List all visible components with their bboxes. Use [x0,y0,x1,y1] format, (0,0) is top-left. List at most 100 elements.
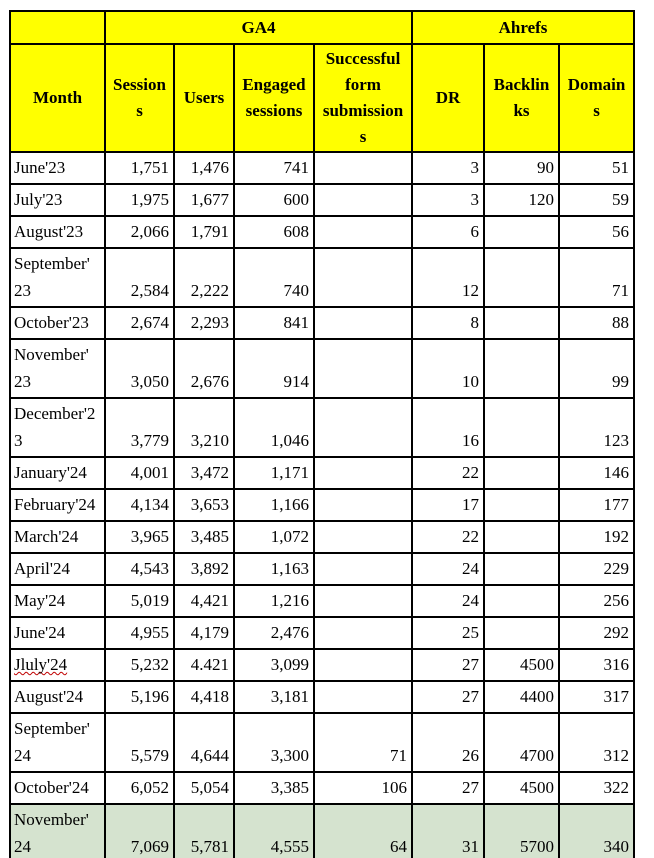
header-spacer-cell[interactable] [9,10,106,45]
cell-domains[interactable]: 292 [558,616,635,650]
cell-sessions[interactable]: 5,232 [104,648,175,682]
cell-domains[interactable]: 177 [558,488,635,522]
cell-engaged[interactable]: 740 [233,247,315,308]
cell-sessions[interactable]: 1,751 [104,151,175,185]
cell-domains[interactable]: 192 [558,520,635,554]
cell-forms[interactable] [313,616,413,650]
cell-domains[interactable]: 312 [558,712,635,773]
cell-forms[interactable] [313,648,413,682]
cell-users[interactable]: 3,210 [173,397,235,458]
cell-forms[interactable] [313,247,413,308]
cell-dr[interactable]: 3 [411,183,485,217]
cell-users[interactable]: 3,653 [173,488,235,522]
cell-month[interactable]: August'24 [9,680,106,714]
col-header-backlinks[interactable]: Backlin ks [483,43,560,153]
cell-forms[interactable] [313,183,413,217]
cell-users[interactable]: 4.421 [173,648,235,682]
cell-month[interactable]: December'2 3 [9,397,106,458]
cell-sessions[interactable]: 5,579 [104,712,175,773]
cell-month[interactable]: September' 23 [9,247,106,308]
cell-domains[interactable]: 256 [558,584,635,618]
cell-engaged[interactable]: 2,476 [233,616,315,650]
cell-domains[interactable]: 317 [558,680,635,714]
cell-domains[interactable]: 71 [558,247,635,308]
cell-engaged[interactable]: 914 [233,338,315,399]
cell-engaged[interactable]: 1,046 [233,397,315,458]
cell-backlinks[interactable]: 5700 [483,803,560,858]
cell-month[interactable]: April'24 [9,552,106,586]
cell-dr[interactable]: 8 [411,306,485,340]
cell-sessions[interactable]: 4,001 [104,456,175,490]
cell-forms[interactable] [313,680,413,714]
cell-backlinks[interactable]: 4500 [483,771,560,805]
cell-users[interactable]: 2,676 [173,338,235,399]
cell-engaged[interactable]: 608 [233,215,315,249]
cell-users[interactable]: 1,476 [173,151,235,185]
cell-sessions[interactable]: 2,674 [104,306,175,340]
cell-dr[interactable]: 3 [411,151,485,185]
cell-engaged[interactable]: 600 [233,183,315,217]
cell-domains[interactable]: 229 [558,552,635,586]
cell-forms[interactable] [313,215,413,249]
cell-domains[interactable]: 316 [558,648,635,682]
col-header-sessions[interactable]: Session s [104,43,175,153]
cell-dr[interactable]: 6 [411,215,485,249]
cell-domains[interactable]: 88 [558,306,635,340]
cell-domains[interactable]: 99 [558,338,635,399]
cell-forms[interactable] [313,306,413,340]
cell-sessions[interactable]: 2,584 [104,247,175,308]
cell-sessions[interactable]: 3,050 [104,338,175,399]
cell-forms[interactable] [313,338,413,399]
cell-month[interactable]: October'24 [9,771,106,805]
cell-sessions[interactable]: 3,965 [104,520,175,554]
cell-backlinks[interactable] [483,338,560,399]
cell-month[interactable]: June'23 [9,151,106,185]
cell-month[interactable]: March'24 [9,520,106,554]
cell-dr[interactable]: 27 [411,771,485,805]
cell-engaged[interactable]: 3,099 [233,648,315,682]
header-group-ga4[interactable]: GA4 [104,10,413,45]
cell-month[interactable]: October'23 [9,306,106,340]
cell-backlinks[interactable] [483,215,560,249]
cell-users[interactable]: 5,781 [173,803,235,858]
cell-users[interactable]: 3,472 [173,456,235,490]
cell-sessions[interactable]: 5,196 [104,680,175,714]
cell-dr[interactable]: 17 [411,488,485,522]
header-group-ahrefs[interactable]: Ahrefs [411,10,635,45]
cell-dr[interactable]: 27 [411,680,485,714]
cell-backlinks[interactable] [483,247,560,308]
cell-backlinks[interactable] [483,456,560,490]
cell-forms[interactable] [313,397,413,458]
cell-month[interactable]: June'24 [9,616,106,650]
cell-forms[interactable]: 106 [313,771,413,805]
cell-dr[interactable]: 31 [411,803,485,858]
cell-forms[interactable] [313,151,413,185]
cell-users[interactable]: 4,644 [173,712,235,773]
cell-engaged[interactable]: 1,072 [233,520,315,554]
cell-users[interactable]: 4,179 [173,616,235,650]
cell-dr[interactable]: 24 [411,584,485,618]
col-header-forms[interactable]: Successful form submission s [313,43,413,153]
col-header-engaged[interactable]: Engaged sessions [233,43,315,153]
cell-users[interactable]: 2,293 [173,306,235,340]
cell-month[interactable]: January'24 [9,456,106,490]
cell-dr[interactable]: 26 [411,712,485,773]
cell-month[interactable]: November' 23 [9,338,106,399]
cell-backlinks[interactable] [483,552,560,586]
cell-month[interactable]: September' 24 [9,712,106,773]
cell-users[interactable]: 1,677 [173,183,235,217]
cell-engaged[interactable]: 1,166 [233,488,315,522]
cell-sessions[interactable]: 6,052 [104,771,175,805]
cell-forms[interactable]: 71 [313,712,413,773]
cell-backlinks[interactable]: 4400 [483,680,560,714]
cell-backlinks[interactable]: 120 [483,183,560,217]
cell-forms[interactable]: 64 [313,803,413,858]
cell-domains[interactable]: 322 [558,771,635,805]
cell-dr[interactable]: 24 [411,552,485,586]
cell-engaged[interactable]: 3,385 [233,771,315,805]
cell-forms[interactable] [313,584,413,618]
cell-sessions[interactable]: 7,069 [104,803,175,858]
cell-domains[interactable]: 340 [558,803,635,858]
cell-users[interactable]: 3,485 [173,520,235,554]
cell-engaged[interactable]: 3,181 [233,680,315,714]
